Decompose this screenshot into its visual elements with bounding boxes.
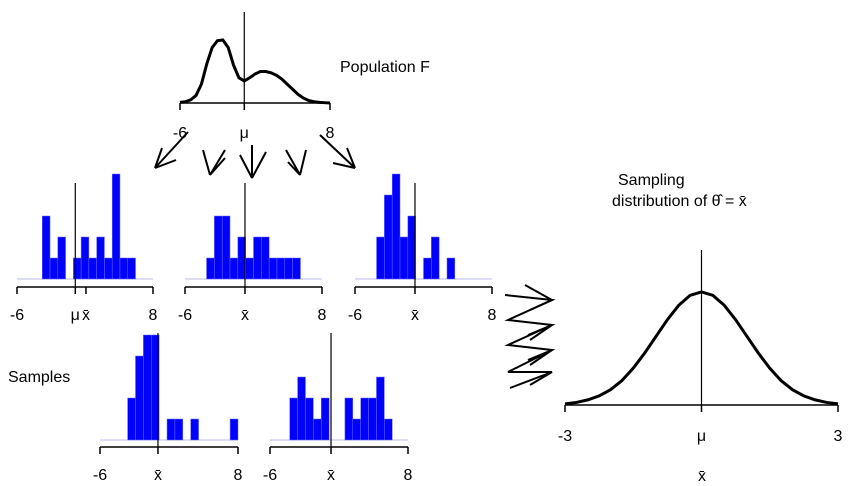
x-tick-label: x̄ bbox=[411, 307, 419, 324]
x-tick-label: x̄ bbox=[154, 467, 162, 484]
x-tick-label: 8 bbox=[234, 467, 243, 484]
histogram-bar bbox=[245, 257, 254, 280]
histogram-bar bbox=[111, 173, 121, 280]
histogram-bar bbox=[391, 173, 401, 280]
x-tick-label: -3 bbox=[558, 428, 572, 445]
histogram-bar bbox=[423, 257, 432, 280]
x-tick-label: x̄ bbox=[327, 467, 335, 484]
density-curve bbox=[179, 38, 331, 105]
histogram-bar bbox=[151, 334, 160, 441]
histogram-bar bbox=[166, 418, 176, 441]
histogram-bar bbox=[360, 397, 369, 441]
histogram-bar bbox=[446, 257, 456, 280]
arrow bbox=[202, 149, 226, 176]
histogram-bar bbox=[376, 236, 385, 280]
arrow bbox=[524, 284, 555, 386]
x-tick-label: 8 bbox=[149, 307, 158, 324]
x-tick-label: -6 bbox=[93, 467, 107, 484]
chart-title: Population F bbox=[340, 59, 430, 76]
histogram-bar bbox=[42, 215, 51, 280]
x-tick-label: -6 bbox=[173, 125, 187, 142]
histogram-bar bbox=[276, 257, 286, 280]
histogram-bar bbox=[407, 215, 416, 280]
histogram-bar bbox=[73, 257, 82, 280]
histogram-bar bbox=[261, 236, 270, 280]
x-tick-label: μ bbox=[71, 307, 80, 324]
arrow bbox=[504, 294, 556, 389]
x-tick-label: -6 bbox=[178, 307, 192, 324]
arrow bbox=[319, 134, 356, 169]
x-tick-label: x̄ bbox=[82, 307, 90, 324]
histogram-bar bbox=[431, 236, 440, 280]
x-tick-label: 3 bbox=[834, 428, 843, 445]
histogram-bar bbox=[268, 257, 278, 280]
histogram-bar bbox=[127, 257, 136, 280]
x-tick-label: 8 bbox=[318, 307, 327, 324]
histogram-bar bbox=[305, 397, 314, 441]
samples-label: Samples bbox=[8, 369, 70, 386]
arrow bbox=[154, 131, 189, 169]
arrows bbox=[154, 131, 556, 389]
x-tick-label: -6 bbox=[348, 307, 362, 324]
histogram-bar bbox=[321, 397, 330, 441]
histogram-bar bbox=[127, 397, 136, 441]
histogram-bar bbox=[80, 236, 90, 280]
histogram-bar bbox=[352, 418, 361, 441]
x-tick-label: -6 bbox=[263, 467, 277, 484]
histogram-bar bbox=[384, 418, 393, 441]
histogram-bar bbox=[49, 257, 59, 280]
x-tick-label: x̄ bbox=[241, 307, 249, 324]
histogram-bar bbox=[214, 215, 223, 280]
x-tick-label: 8 bbox=[326, 125, 335, 142]
histogram-bar bbox=[368, 397, 377, 441]
histogram-bar bbox=[229, 418, 239, 441]
arrow bbox=[285, 149, 307, 176]
histogram-bar bbox=[344, 397, 354, 441]
histogram-bar bbox=[376, 376, 385, 441]
histogram-bar bbox=[174, 418, 184, 441]
x-tick-label: 8 bbox=[488, 307, 497, 324]
histogram-bar bbox=[96, 236, 105, 280]
histogram-bar bbox=[190, 418, 199, 441]
histogram-bar bbox=[119, 257, 128, 280]
chart-title: Sampling bbox=[618, 172, 685, 189]
histogram-bar bbox=[57, 236, 66, 280]
x-tick-label: μ bbox=[240, 125, 249, 142]
x-tick-label: 8 bbox=[404, 467, 413, 484]
histogram-bar bbox=[221, 215, 231, 280]
histogram-bar bbox=[313, 418, 322, 441]
histogram-bar bbox=[135, 355, 144, 441]
histogram-bar bbox=[292, 257, 301, 280]
histogram-bar bbox=[384, 194, 393, 280]
histogram-bar bbox=[297, 376, 306, 441]
histogram-bar bbox=[143, 334, 152, 441]
histogram-bar bbox=[284, 257, 293, 280]
histogram-bar bbox=[206, 257, 215, 280]
x-tick-label: -6 bbox=[10, 307, 24, 324]
histogram-bar bbox=[289, 397, 298, 441]
histogram-bar bbox=[399, 236, 409, 280]
x-axis-label: x̄ bbox=[698, 468, 706, 485]
histogram-bar bbox=[104, 257, 113, 280]
histogram-bar bbox=[88, 257, 97, 280]
histogram-bar bbox=[229, 257, 239, 280]
x-tick-label: μ bbox=[697, 428, 706, 445]
arrow bbox=[239, 145, 267, 179]
chart-subtitle: distribution of θ̂ = x̄ bbox=[612, 193, 747, 210]
histogram-bar bbox=[253, 236, 262, 280]
